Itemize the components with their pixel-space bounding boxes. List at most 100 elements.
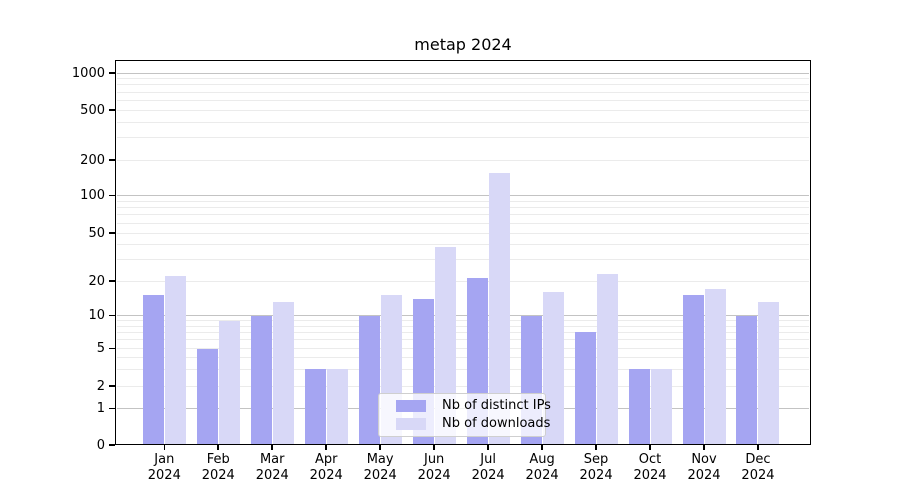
x-tick-label: Jun 2024 — [404, 452, 464, 484]
gridline-minor — [117, 348, 809, 349]
gridline-minor — [117, 244, 809, 246]
x-tick-label: May 2024 — [350, 452, 410, 484]
bar-distinct-ips — [250, 315, 272, 445]
gridline-minor — [117, 78, 809, 80]
legend-item-distinct-ips: Nb of distinct IPs — [379, 398, 551, 414]
y-tick-mark — [109, 159, 115, 161]
bar-distinct-ips — [304, 369, 326, 445]
plot-frame — [115, 60, 811, 445]
y-tick-label: 10 — [88, 308, 105, 323]
x-tick-year: 2024 — [579, 468, 613, 483]
y-tick-mark — [109, 109, 115, 111]
x-tick-mark — [595, 445, 597, 450]
y-tick-label: 2 — [96, 378, 105, 394]
y-tick-mark — [109, 407, 115, 410]
x-tick-mark — [757, 445, 759, 450]
y-tick-label: 5 — [96, 341, 105, 356]
gridline-minor — [117, 214, 809, 216]
gridline-major — [117, 195, 809, 197]
x-tick-label: Jul 2024 — [458, 452, 518, 484]
bar-distinct-ips — [196, 348, 218, 445]
x-tick-year: 2024 — [309, 468, 343, 483]
legend-item-downloads: Nb of downloads — [379, 417, 550, 433]
gridline-minor — [117, 99, 809, 101]
gridline-minor — [117, 259, 809, 261]
gridline-minor — [117, 325, 809, 327]
bar-downloads — [758, 302, 780, 445]
x-tick-label: Mar 2024 — [242, 452, 302, 484]
y-tick-label: 500 — [80, 102, 105, 118]
legend: Nb of distinct IPs Nb of downloads — [378, 393, 551, 437]
x-tick-label: Jan 2024 — [134, 452, 194, 484]
x-tick-year: 2024 — [741, 468, 775, 483]
bar-downloads — [650, 369, 672, 445]
y-tick-label: 100 — [80, 188, 105, 204]
y-tick-label: 200 — [80, 152, 105, 168]
y-tick-mark — [109, 232, 115, 234]
x-tick-mark — [163, 445, 166, 450]
x-tick-mark — [271, 445, 274, 450]
x-tick-label: Feb 2024 — [188, 452, 248, 484]
x-tick-year: 2024 — [147, 468, 181, 483]
x-tick-label: Nov 2024 — [674, 452, 734, 484]
gridline-major — [117, 72, 809, 74]
legend-swatch-distinct-ips — [396, 399, 426, 412]
x-tick-label: Dec 2024 — [728, 452, 788, 484]
x-tick-year: 2024 — [633, 468, 667, 483]
x-tick-year: 2024 — [201, 468, 235, 483]
y-tick-mark — [109, 280, 115, 282]
gridline-minor — [117, 121, 809, 123]
gridline-minor — [117, 320, 809, 322]
gridline-minor — [117, 137, 809, 139]
bar-downloads — [704, 289, 726, 445]
y-tick-mark — [109, 347, 115, 350]
x-tick-mark — [703, 445, 705, 450]
bar-distinct-ips — [736, 315, 758, 445]
gridline-minor — [117, 84, 809, 86]
y-tick-mark — [109, 72, 115, 74]
x-tick-year: 2024 — [687, 468, 721, 483]
legend-label-downloads: Nb of downloads — [442, 416, 551, 432]
y-tick-label: 50 — [88, 225, 105, 241]
x-tick-label: Apr 2024 — [296, 452, 356, 484]
y-tick-label: 0 — [96, 437, 105, 453]
x-tick-year: 2024 — [471, 468, 505, 483]
gridline-minor — [117, 331, 809, 333]
x-tick-mark — [541, 445, 543, 450]
y-tick-label: 1 — [96, 401, 105, 416]
x-tick-mark — [325, 445, 327, 450]
y-tick-mark — [109, 314, 115, 317]
x-tick-mark — [433, 445, 435, 450]
x-tick-year: 2024 — [417, 468, 451, 483]
y-tick-mark — [109, 444, 115, 446]
y-tick-mark — [109, 194, 115, 197]
bar-downloads — [272, 302, 294, 445]
x-tick-label: Oct 2024 — [620, 452, 680, 484]
x-tick-label: Sep 2024 — [566, 452, 626, 484]
bar-downloads — [488, 173, 510, 445]
x-tick-mark — [487, 445, 489, 450]
bar-downloads — [596, 273, 618, 445]
gridline-minor — [117, 91, 809, 93]
y-tick-label: 1000 — [71, 65, 105, 81]
x-tick-mark — [649, 445, 651, 450]
gridline-major — [117, 315, 809, 316]
bar-downloads — [218, 320, 240, 445]
gridline-minor — [117, 368, 809, 370]
bar-distinct-ips — [628, 369, 650, 445]
bar-distinct-ips — [358, 315, 380, 445]
legend-swatch-downloads — [396, 418, 426, 431]
gridline-minor — [117, 222, 809, 224]
gridline-minor — [117, 385, 809, 387]
x-tick-year: 2024 — [363, 468, 397, 483]
gridline-minor — [117, 280, 809, 282]
x-tick-mark — [217, 445, 220, 450]
bar-distinct-ips — [142, 295, 164, 445]
gridline-minor — [117, 159, 809, 161]
gridline-minor — [117, 207, 809, 209]
bar-downloads — [326, 369, 348, 445]
gridline-minor — [117, 232, 809, 234]
gridline-minor — [117, 109, 809, 111]
gridline-minor — [117, 339, 809, 341]
